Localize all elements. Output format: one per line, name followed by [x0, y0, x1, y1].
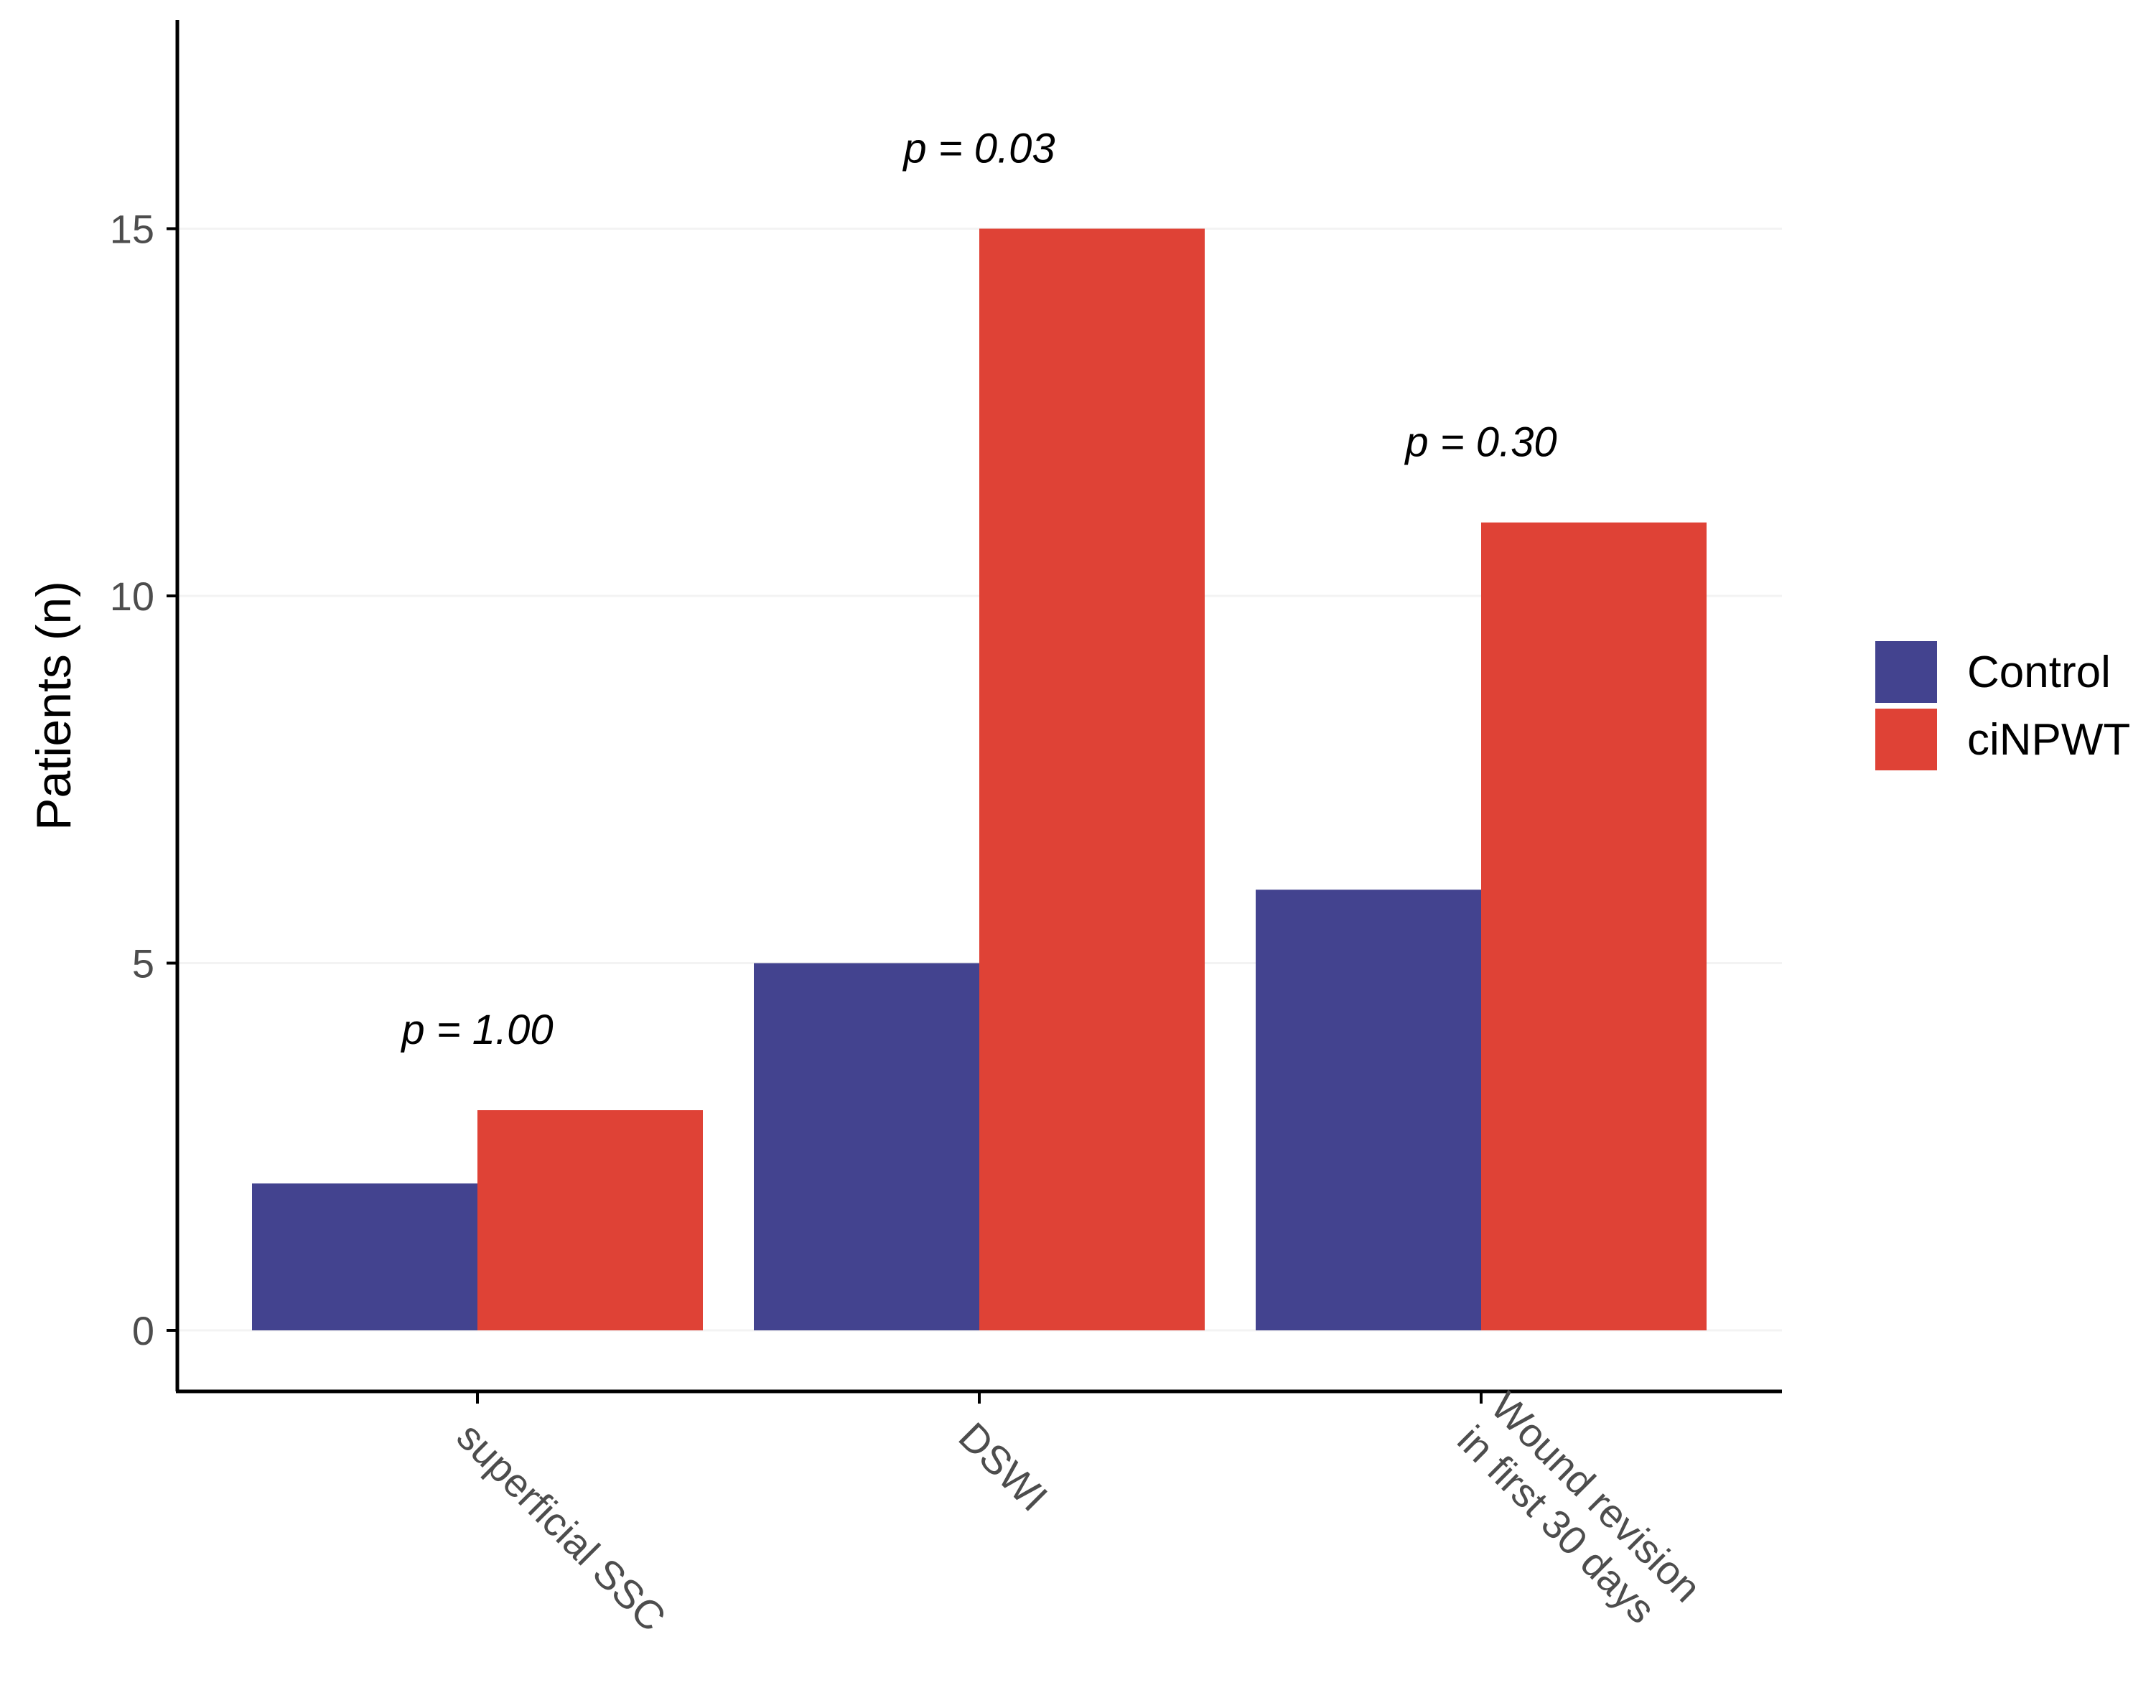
y-tick-label-0: 0	[132, 1308, 154, 1353]
legend-key-cinpwt	[1875, 709, 1937, 770]
bar-cinpwt-1	[979, 228, 1205, 1330]
x-axis-ticks: superficial SSC DSWI Wound revisionin firs…	[449, 1383, 1710, 1644]
bar-control-0	[252, 1183, 477, 1330]
y-axis-ticks: 0 5 10 15	[110, 207, 177, 1353]
bar-control-1	[754, 963, 979, 1330]
y-axis-title: Patients (n)	[27, 581, 81, 831]
legend-label-cinpwt: ciNPWT	[1967, 715, 2130, 765]
y-tick-label-15: 15	[110, 207, 154, 252]
y-tick-label-10: 10	[110, 574, 154, 619]
p-value-label-2: p = 0.30	[1404, 419, 1557, 466]
p-value-annotations: p = 1.00 p = 0.03 p = 0.30	[400, 126, 1557, 1054]
x-tick-label-0: superficial SSC	[449, 1414, 675, 1640]
p-value-label-1: p = 0.03	[902, 126, 1055, 172]
y-tick-label-5: 5	[132, 941, 154, 986]
legend-label-control: Control	[1967, 648, 2111, 697]
x-tick-label-2: Wound revisionin first 30 days	[1449, 1383, 1709, 1644]
bars	[252, 228, 1707, 1331]
bar-cinpwt-0	[477, 1110, 703, 1330]
legend: Control ciNPWT	[1875, 641, 2130, 770]
legend-key-control	[1875, 641, 1937, 703]
bar-control-2	[1256, 890, 1481, 1330]
x-tick-label-1: DSWI	[951, 1414, 1057, 1520]
p-value-label-0: p = 1.00	[400, 1007, 553, 1053]
bar-cinpwt-2	[1481, 522, 1707, 1331]
